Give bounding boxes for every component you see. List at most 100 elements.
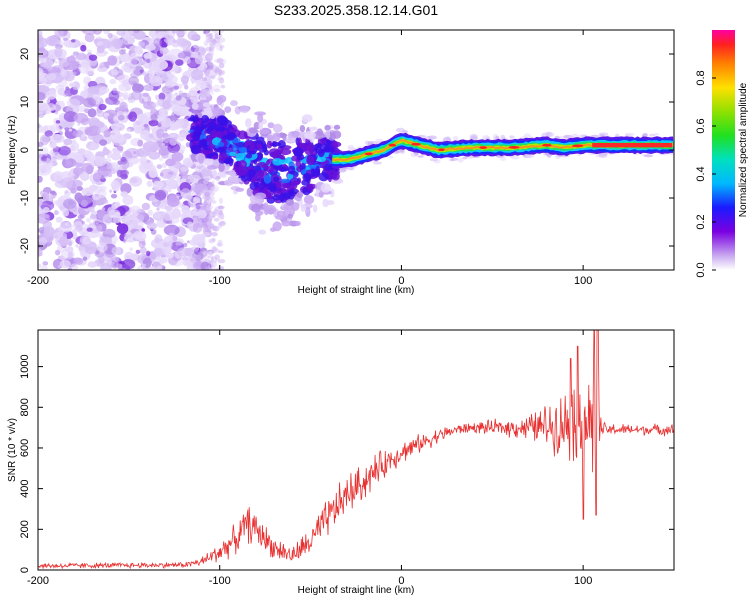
spectrogram-blob [118,82,132,92]
spectrogram-blob [206,197,214,204]
spectrogram-blob [119,60,123,64]
x-tick-label: 100 [574,575,592,587]
spectrogram-blob [207,215,216,219]
spectrogram-blob [417,155,424,158]
spectrogram-blob [171,152,184,162]
spectrogram-blob [187,174,202,184]
spectrogram-blob [219,58,227,65]
spectrogram-y-axis: -20 -10 0 10 20 [19,48,674,254]
spectrogram-blob [141,263,146,268]
spectrogram-blob [142,57,152,69]
spectrogram-blob [213,84,220,91]
spectrogram-blob [263,174,272,184]
spectrogram-blob [38,123,41,129]
spectrogram-blob [272,123,283,133]
spectrogram-blob [131,52,137,58]
spectrogram-blob [38,248,43,257]
spectrogram-blob [192,44,199,49]
spectrogram-blob [563,134,573,139]
spectrogram-blob [128,76,139,86]
spectrogram-blob [133,230,144,240]
spectrogram-blob [89,155,107,167]
spectrogram-blob [107,32,113,39]
spectrogram-blob [261,163,269,170]
spectrogram-blob [180,166,188,172]
spectrogram-blob [214,254,221,261]
spectrogram-blob [143,97,149,102]
spectrogram-blob [38,160,48,170]
spectrogram-blob [229,169,236,177]
spectrogram-blob [217,205,224,209]
spectrogram-blob [207,199,212,204]
spectrogram-y-label: Frequency (Hz) [7,116,18,185]
spectrogram-blob [203,30,211,34]
spectrogram-blob [217,239,223,246]
spectrogram-blob [103,130,111,138]
spectrogram-blob [117,90,121,95]
spectrogram-blob [207,145,214,150]
spectrogram-blob [205,224,209,229]
spectrogram-blob [210,54,214,59]
spectrogram-blob [333,124,341,130]
spectrogram-blob [209,37,214,43]
spectrogram-blob [193,195,202,202]
spectrogram-blob [132,119,147,131]
spectrogram-blob [38,75,48,84]
spectrogram-blob [191,51,199,59]
spectrogram-blob [429,158,438,162]
spectrogram-blob [177,52,185,59]
spectrogram-blob [158,147,170,156]
spectrogram-blob [135,147,151,158]
spectrogram-peak [508,145,520,149]
spectrogram-blob [653,132,659,136]
spectrogram-blob [175,193,180,199]
spectrogram-blob [278,166,287,172]
spectrogram-blob [203,187,209,193]
spectrogram-blob [103,51,109,55]
spectrogram-blob [375,138,384,142]
spectrogram-blob [161,117,172,128]
spectrogram-blob [94,193,99,197]
spectrogram-blob [292,180,298,190]
spectrogram-blob [108,172,113,178]
spectrogram-blob [170,133,176,137]
spectrogram-blob [130,218,144,230]
spectrogram-blob [235,141,246,148]
spectrogram-blob [96,41,103,46]
spectrogram-blob [217,142,225,148]
spectrogram-blob [571,133,579,138]
spectrogram-blob [213,36,221,44]
spectrogram-blob [159,47,169,55]
spectrogram-blob [38,197,43,207]
spectrogram-blob [499,156,507,161]
spectrogram-blob [54,210,59,216]
spectrogram-peak [411,142,421,146]
spectrogram-blob [131,90,142,101]
spectrogram-blob [86,227,93,232]
spectrogram-blob [200,261,211,270]
spectrogram-blob [215,44,220,51]
spectrogram-blob [266,159,271,166]
spectrogram-blob [281,220,291,227]
spectrogram-blob [250,203,261,213]
spectrogram-blob [158,92,166,101]
spectrogram-blob [75,225,83,232]
spectrogram-blob [216,95,223,106]
x-tick-label: -100 [209,575,231,587]
spectrogram-blob [200,121,206,130]
spectrogram-blob [217,41,222,46]
spectrogram-blob [281,192,293,198]
spectrogram-blob [215,130,224,138]
spectrogram-blob [643,154,654,158]
spectrogram-blob [195,126,202,136]
spectrogram-blob [205,204,214,211]
spectrogram-blob [218,77,225,84]
spectrogram-blob [112,256,120,262]
spectrogram-blob [206,177,210,182]
spectrogram-blob [102,228,116,239]
spectrogram-blob [318,191,324,198]
spectrogram-blob [203,158,214,166]
spectrogram-blob [73,257,84,265]
spectrogram-blob [291,130,300,138]
spectrogram-blob [128,56,133,61]
